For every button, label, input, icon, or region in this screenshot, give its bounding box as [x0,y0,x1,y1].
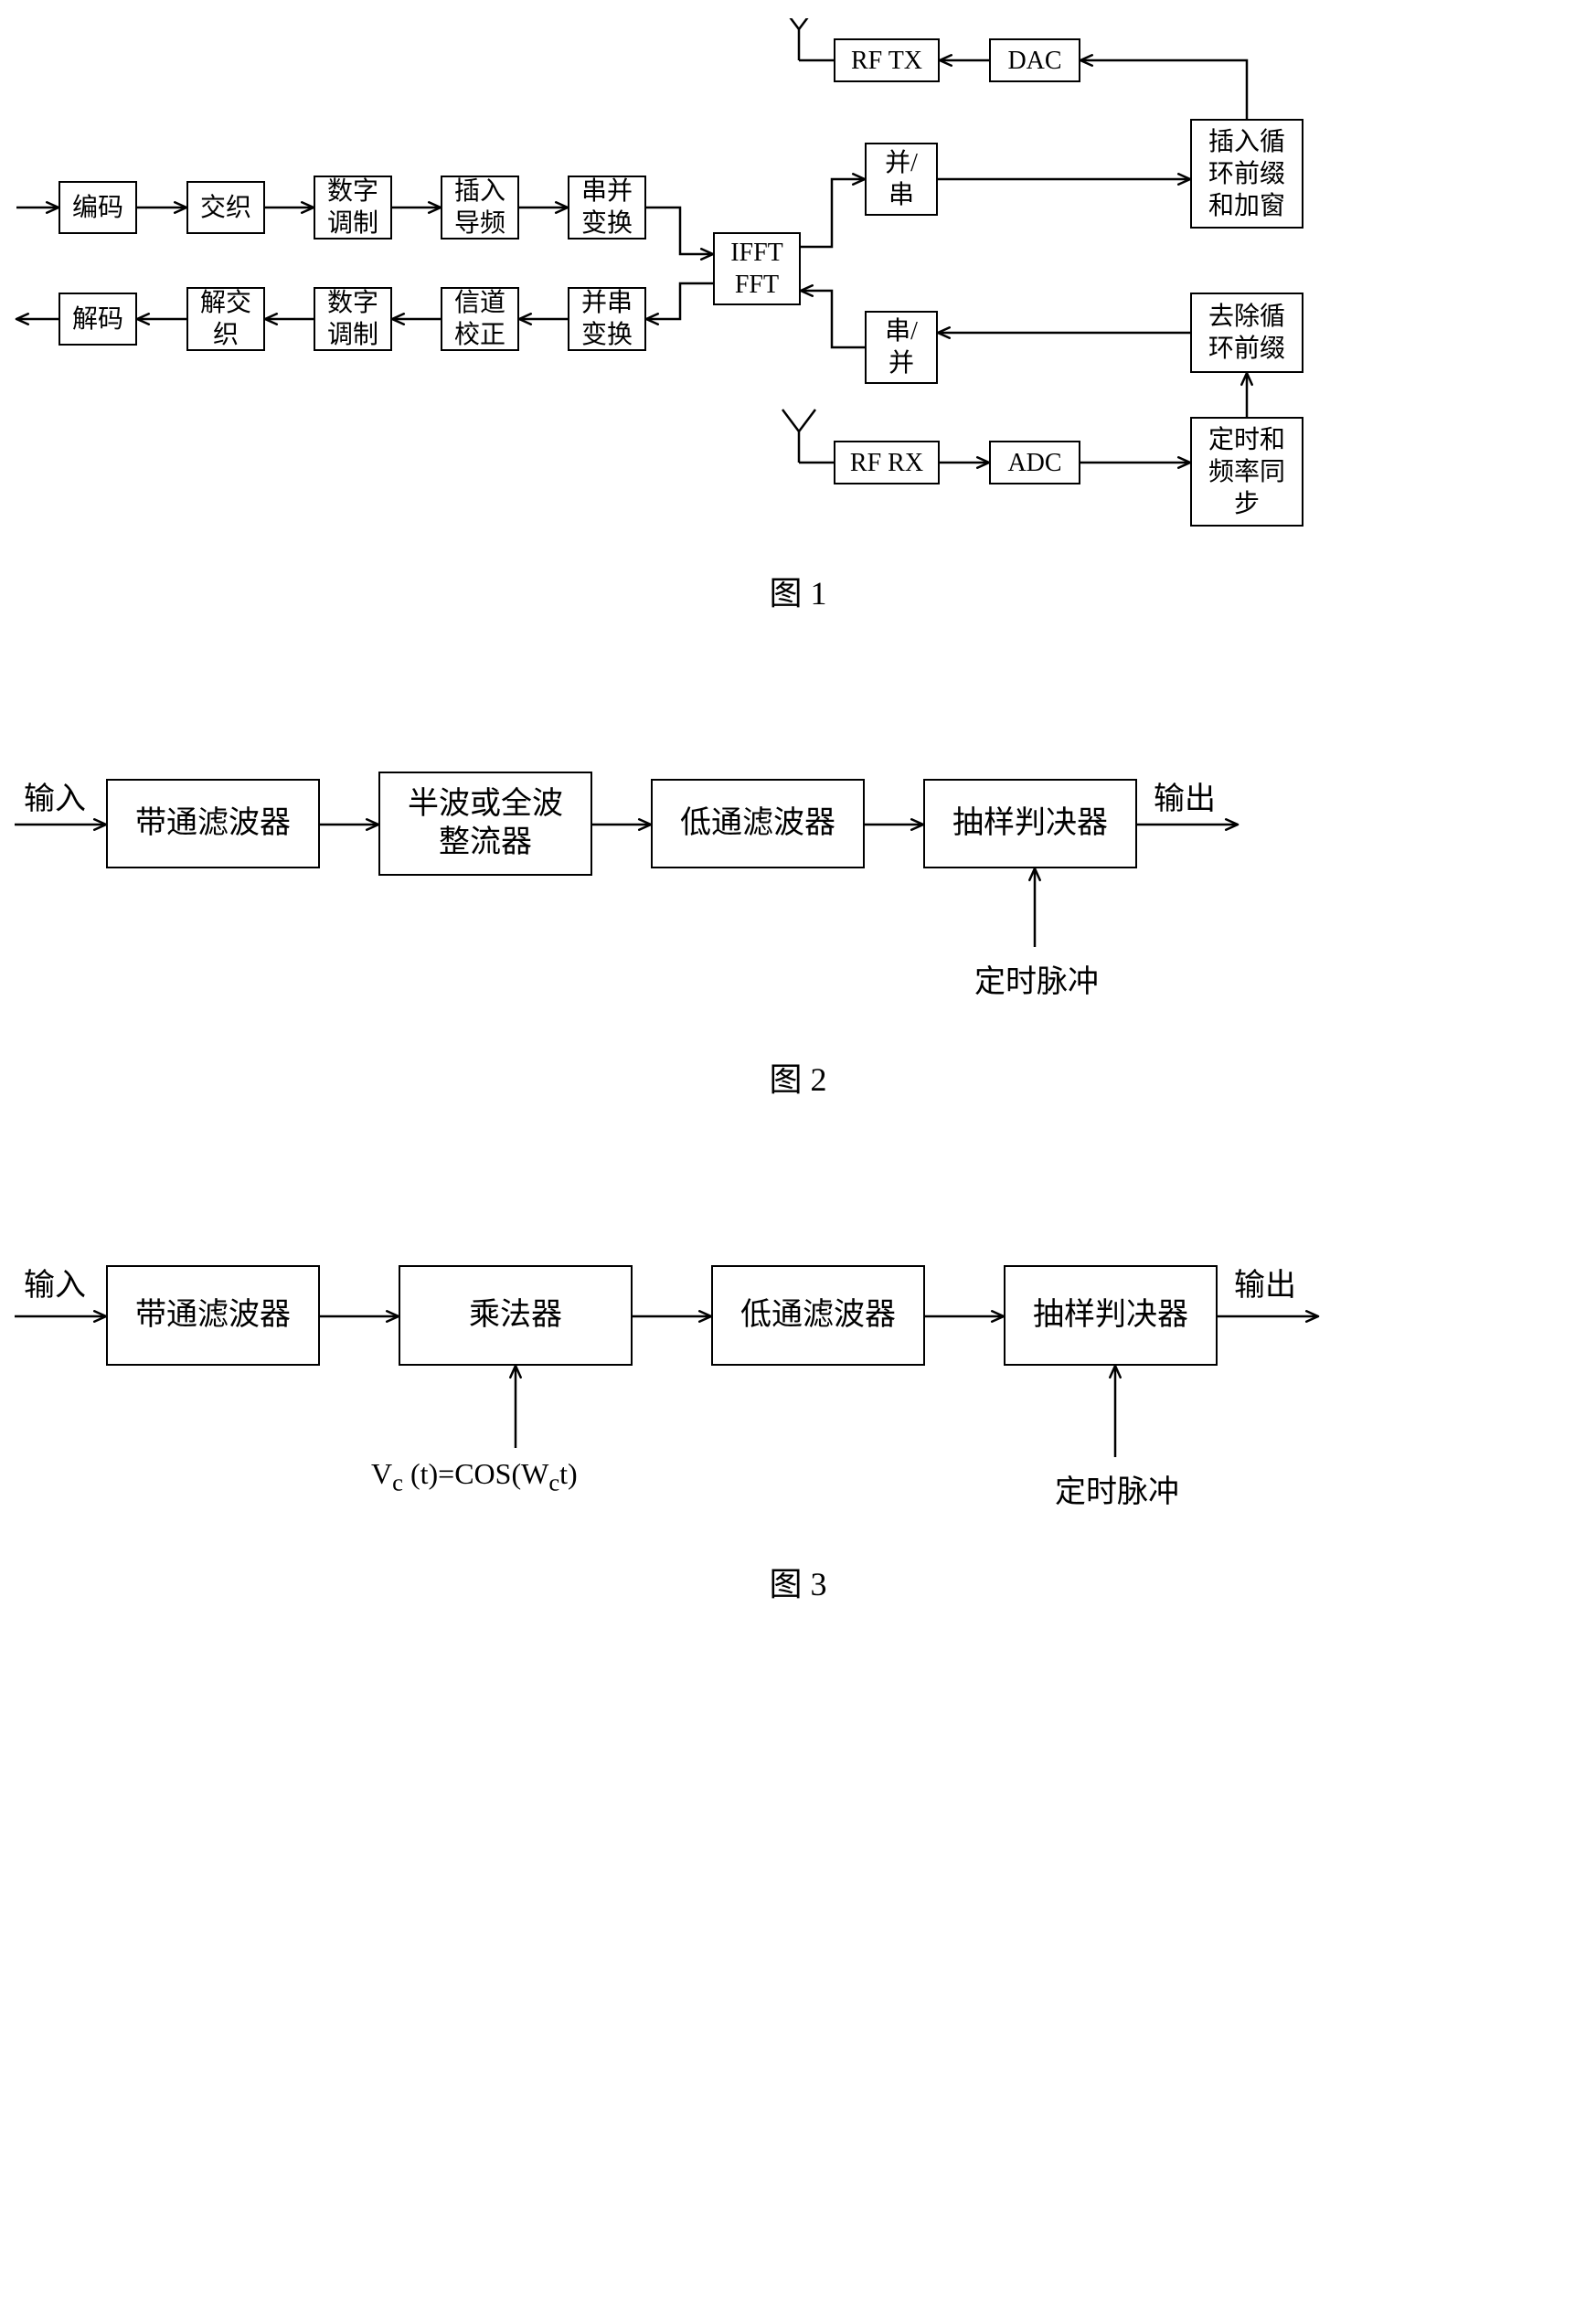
label-out: 输出 [1234,1260,1296,1304]
box-encode: 编码 [59,181,137,234]
box-digmod_rx: 数字 调制 [314,287,392,351]
label-pulse: 定时脉冲 [1055,1466,1179,1511]
label-in: 输入 [24,773,86,818]
fig3-caption: 图 3 [0,1558,1596,1605]
label-in: 输入 [24,1260,86,1304]
fig1-caption: 图 1 [0,567,1596,614]
box-decode: 解码 [59,293,137,346]
label-pulse: 定时脉冲 [974,956,1099,1001]
box-dec: 抽样判决器 [1004,1265,1218,1366]
box-bpf: 带通滤波器 [106,779,320,868]
fig2-stage: 带通滤波器半波或全波 整流器低通滤波器抽样判决器 输入 输出定时脉冲 [0,724,1596,1017]
box-rfrx: RF RX [834,441,940,484]
fig1-stage: 编码交织数字 调制插入 导频串并 变换解码解交 织数字 调制信道 校正并串 变换… [0,18,1596,530]
box-sp2: 串/ 并 [865,311,938,384]
box-lpf: 低通滤波器 [651,779,865,868]
box-rftx: RF TX [834,38,940,82]
label-out: 输出 [1154,773,1216,818]
label-vc: Vc (t)=COS(Wct) [371,1457,578,1496]
figure-2: 带通滤波器半波或全波 整流器低通滤波器抽样判决器 输入 输出定时脉冲 图 2 [0,724,1596,1101]
fig3-stage: 带通滤波器乘法器低通滤波器抽样判决器 输入 输出 Vc (t)=COS(Wct) 定时脉… [0,1210,1596,1521]
box-dec: 抽样判决器 [923,779,1137,868]
fig2-caption: 图 2 [0,1053,1596,1101]
box-cp_add: 插入循 环前缀 和加窗 [1190,119,1303,229]
box-dac: DAC [989,38,1080,82]
box-adc: ADC [989,441,1080,484]
box-mult: 乘法器 [399,1265,633,1366]
box-ifft: IFFT FFT [713,232,801,305]
box-ps2: 并/ 串 [865,143,938,216]
box-cp_rm: 去除循 环前缀 [1190,293,1303,373]
box-sync: 定时和 频率同 步 [1190,417,1303,527]
box-pilot: 插入 导频 [441,176,519,240]
box-deint: 解交 织 [186,287,265,351]
box-lpf: 低通滤波器 [711,1265,925,1366]
box-chcorr: 信道 校正 [441,287,519,351]
box-digmod_tx: 数字 调制 [314,176,392,240]
box-rect: 半波或全波 整流器 [378,772,592,876]
figure-1: 编码交织数字 调制插入 导频串并 变换解码解交 织数字 调制信道 校正并串 变换… [0,18,1596,614]
box-interleave: 交织 [186,181,265,234]
box-ps: 并串 变换 [568,287,646,351]
figure-3: 带通滤波器乘法器低通滤波器抽样判决器 输入 输出 Vc (t)=COS(Wct) 定时脉… [0,1210,1596,1605]
box-sp: 串并 变换 [568,176,646,240]
box-bpf: 带通滤波器 [106,1265,320,1366]
